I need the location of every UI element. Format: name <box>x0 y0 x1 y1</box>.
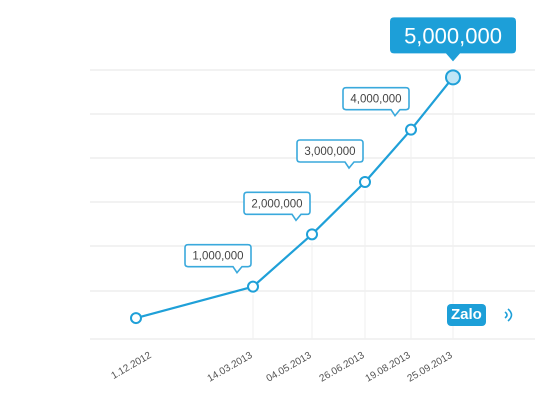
data-point <box>130 312 142 325</box>
zalo-logo: Zalo <box>447 304 486 326</box>
callout-highlight: 5,000,000 <box>390 17 516 62</box>
point-layer <box>130 69 461 325</box>
x-tick-label: 25.09.2013 <box>406 350 455 385</box>
line-layer <box>135 76 454 320</box>
data-label: 3,000,000 <box>304 146 355 158</box>
grid-layer <box>90 69 535 340</box>
callout: 1,000,000 <box>184 243 252 275</box>
data-label: 2,000,000 <box>251 198 302 210</box>
x-tick-layer: 1.12.2012 14.03.2013 04.05.2013 26.06.20131… <box>109 350 454 385</box>
data-label: 1,000,000 <box>192 251 243 263</box>
x-tick-label: 19.08.2013 <box>364 350 413 385</box>
data-point <box>247 280 259 293</box>
x-tick-label: 26.06.2013 <box>318 350 367 385</box>
data-point <box>445 69 461 86</box>
data-label: 5,000,000 <box>404 23 502 48</box>
x-tick-label: 04.05.2013 <box>265 350 314 385</box>
callout-box <box>390 17 516 62</box>
data-point <box>359 176 371 188</box>
data-point <box>306 228 318 241</box>
logo-text: Zalo <box>451 306 482 323</box>
callout: 2,000,000 <box>243 191 311 222</box>
callout: 3,000,000 <box>296 139 364 170</box>
callout-box <box>296 139 364 170</box>
callout: 4,000,000 <box>342 86 410 118</box>
x-tick-label: 14.03.2013 <box>206 350 255 385</box>
callout-layer: 1,000,000 2,000,000 3,000,000 4,000,000 5,00… <box>184 17 516 275</box>
data-label: 4,000,000 <box>350 94 401 106</box>
callout-box <box>342 86 410 118</box>
wifi-waves-icon <box>504 308 513 322</box>
x-tick-label: 1.12.2012 <box>109 350 153 382</box>
data-point <box>405 123 417 136</box>
callout-box <box>243 191 311 222</box>
series-line <box>135 76 454 320</box>
callout-box <box>184 243 252 275</box>
